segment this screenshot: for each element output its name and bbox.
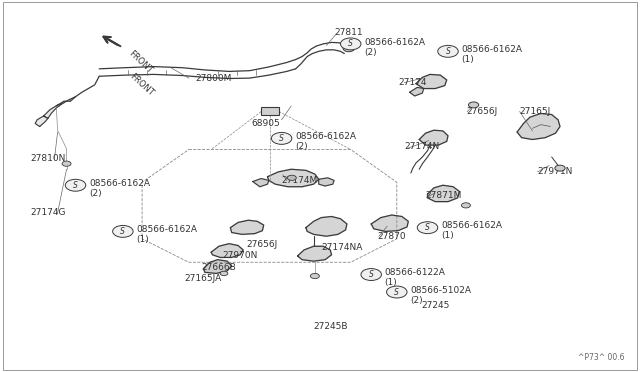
Text: S: S	[369, 270, 374, 279]
Text: 08566-6162A: 08566-6162A	[89, 179, 150, 188]
Circle shape	[417, 222, 438, 234]
Text: 68905: 68905	[251, 119, 280, 128]
Text: ^P73^ 00.6: ^P73^ 00.6	[577, 353, 624, 362]
Bar	[261, 107, 279, 115]
Text: 27165J: 27165J	[520, 107, 551, 116]
Text: S: S	[445, 47, 451, 56]
Text: 27656J: 27656J	[246, 240, 278, 249]
Circle shape	[387, 286, 407, 298]
Circle shape	[220, 271, 228, 276]
Text: 27245: 27245	[421, 301, 449, 310]
Circle shape	[287, 175, 296, 180]
Circle shape	[461, 203, 470, 208]
Circle shape	[343, 45, 355, 52]
Text: 27656J: 27656J	[466, 107, 497, 116]
Circle shape	[438, 45, 458, 57]
Text: FRONT: FRONT	[128, 72, 156, 98]
Text: 27174: 27174	[398, 78, 427, 87]
Text: (2): (2)	[295, 142, 308, 151]
Text: 08566-6162A: 08566-6162A	[461, 45, 522, 54]
Polygon shape	[428, 185, 460, 202]
Text: S: S	[120, 227, 125, 236]
Circle shape	[271, 132, 292, 144]
Circle shape	[361, 269, 381, 280]
Polygon shape	[204, 260, 232, 273]
Text: S: S	[348, 39, 353, 48]
Polygon shape	[416, 74, 447, 89]
Text: 08566-6162A: 08566-6162A	[295, 132, 356, 141]
Text: S: S	[394, 288, 399, 296]
Text: S: S	[425, 223, 430, 232]
Text: (1): (1)	[461, 55, 474, 64]
Polygon shape	[44, 103, 63, 118]
Polygon shape	[253, 179, 269, 187]
Text: (2): (2)	[364, 48, 377, 57]
Text: 27971N: 27971N	[538, 167, 573, 176]
Circle shape	[65, 179, 86, 191]
Text: 27174NA: 27174NA	[321, 243, 363, 252]
Text: (2): (2)	[410, 296, 423, 305]
Circle shape	[62, 161, 71, 166]
Text: 27811: 27811	[334, 28, 363, 37]
Circle shape	[310, 273, 319, 279]
Text: FRONT: FRONT	[127, 49, 154, 75]
Text: (1): (1)	[441, 231, 454, 240]
Text: 08566-6162A: 08566-6162A	[364, 38, 425, 46]
Text: 27810N: 27810N	[31, 154, 66, 163]
Text: 27871M: 27871M	[426, 191, 462, 200]
Text: 27165JA: 27165JA	[184, 274, 221, 283]
Polygon shape	[230, 220, 264, 234]
Polygon shape	[371, 215, 408, 231]
Polygon shape	[306, 217, 347, 236]
Text: 27800M: 27800M	[195, 74, 232, 83]
Text: 08566-6162A: 08566-6162A	[441, 221, 502, 230]
Text: 08566-5102A: 08566-5102A	[410, 286, 471, 295]
Text: 27174N: 27174N	[404, 142, 440, 151]
Circle shape	[113, 225, 133, 237]
Text: (2): (2)	[89, 189, 102, 198]
Text: S: S	[73, 181, 78, 190]
Polygon shape	[410, 87, 424, 96]
Text: (1): (1)	[136, 235, 149, 244]
Circle shape	[340, 38, 361, 50]
Polygon shape	[517, 113, 560, 140]
Polygon shape	[211, 244, 243, 257]
Text: 27970N: 27970N	[223, 251, 258, 260]
Polygon shape	[298, 246, 332, 261]
Text: S: S	[279, 134, 284, 143]
Circle shape	[468, 102, 479, 108]
Polygon shape	[268, 169, 319, 187]
Text: 27245B: 27245B	[314, 322, 348, 331]
Circle shape	[555, 165, 565, 171]
Text: 27666B: 27666B	[202, 263, 236, 272]
Text: 27174G: 27174G	[31, 208, 66, 217]
Text: 08566-6162A: 08566-6162A	[136, 225, 197, 234]
Polygon shape	[319, 178, 334, 186]
Polygon shape	[419, 130, 448, 145]
Text: 27174M: 27174M	[282, 176, 318, 185]
Text: (1): (1)	[385, 278, 397, 287]
Text: 27870: 27870	[378, 232, 406, 241]
Polygon shape	[35, 116, 48, 126]
Text: 08566-6122A: 08566-6122A	[385, 268, 445, 277]
